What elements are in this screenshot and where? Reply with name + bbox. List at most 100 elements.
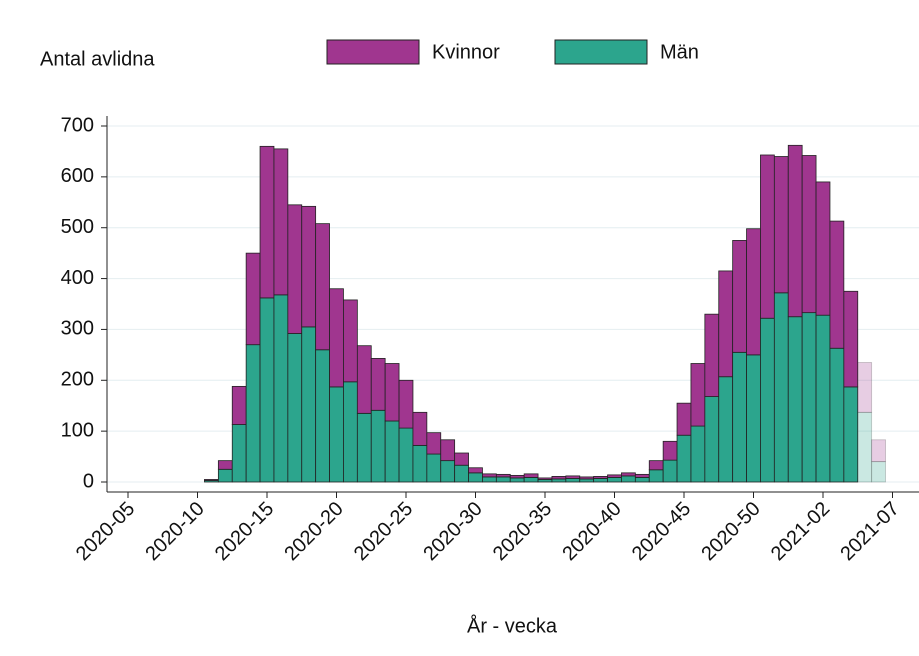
bar [704,396,720,483]
bar [857,362,873,413]
bar [440,439,456,462]
bar [829,347,845,483]
bar [662,459,678,483]
legend-label: Män [660,41,699,63]
bar [245,344,261,483]
bar [634,477,650,483]
bar [329,386,344,483]
bar [732,240,747,353]
y-tick-label: 400 [61,267,94,289]
bar [315,349,330,483]
y-tick-label: 300 [61,318,94,340]
y-tick-label: 0 [83,470,94,492]
bar [412,444,428,483]
bar [760,317,775,483]
bar [356,412,372,483]
bar [204,479,219,481]
bar [231,424,247,483]
bar [426,453,442,483]
bar [551,478,567,483]
bar [607,474,622,478]
bar [704,313,720,397]
bar [843,386,859,483]
bar [746,228,761,356]
bar [621,475,636,483]
bar [245,252,261,346]
bar [301,326,317,483]
bar [829,220,845,349]
bar [593,476,608,479]
bar [398,427,414,483]
bar [718,270,734,378]
bar [773,292,789,483]
bar [301,205,317,328]
bar [579,476,595,480]
legend: Kvinnor Män [326,39,699,65]
bar [523,477,539,483]
bar [343,381,358,483]
bar [551,476,567,480]
bar [259,145,275,299]
bar [857,411,873,483]
bar [593,478,608,483]
bar [217,460,233,470]
bar [329,288,344,388]
bar [287,204,303,334]
bar [773,156,789,294]
bar [760,154,775,319]
bar [370,409,386,483]
bar [468,467,483,474]
bar [495,476,511,483]
legend-swatch [326,39,420,65]
bar [690,363,706,427]
y-tick-label: 100 [61,419,94,441]
y-tick-label: 500 [61,216,94,238]
bar [787,316,803,483]
bar [607,477,622,483]
bar [648,469,664,483]
bar [537,477,553,480]
y-tick-label: 200 [61,369,94,391]
bar [871,439,886,463]
bar [482,476,497,483]
bar [482,473,497,478]
bar [621,472,636,477]
bar [523,473,539,478]
bar [732,351,747,483]
bar [454,464,469,483]
bar [343,299,358,383]
bar [273,148,289,296]
y-tick-label: 700 [61,114,94,136]
bar [217,468,233,483]
legend-label: Kvinnor [432,41,500,63]
legend-swatch [554,39,648,65]
bar [287,333,303,483]
bar [815,314,831,483]
bar [509,477,525,483]
bar [843,290,859,388]
bar [801,312,817,483]
x-axis-title: År - vecka [467,614,558,637]
bar [384,420,400,483]
bar [315,223,330,351]
bar [495,473,511,478]
bar [634,473,650,478]
bar [871,461,886,483]
bar [648,460,664,471]
bar [440,460,456,483]
bar [787,144,803,318]
bar [384,363,400,422]
bar [356,345,372,414]
bar [801,155,817,314]
bar [468,472,483,483]
bar [231,385,247,425]
bar [426,432,442,455]
bar [273,294,289,483]
bar [579,478,595,483]
bar [454,452,469,466]
bar [370,358,386,411]
y-axis-title: Antal avlidna [40,48,155,70]
bar [412,411,428,446]
bar [565,478,581,483]
